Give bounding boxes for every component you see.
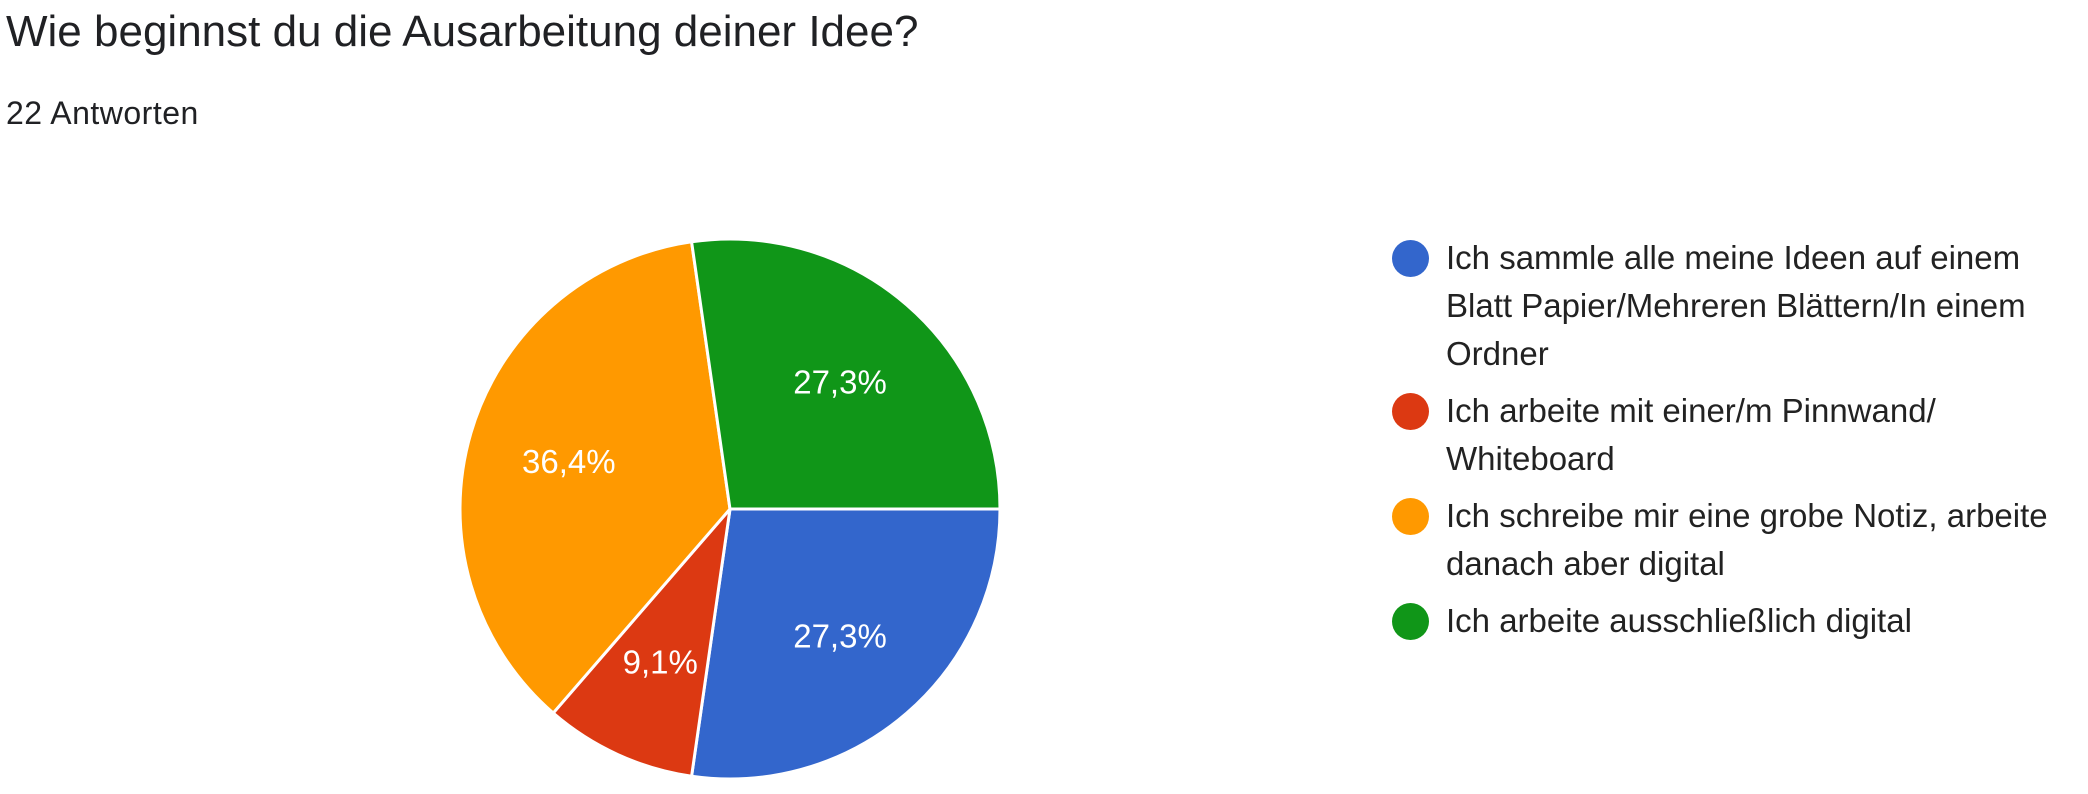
legend-label: Ich arbeite ausschließlich digital [1446, 602, 1912, 639]
pie-slice[interactable] [551, 507, 732, 778]
legend-dot-icon [1392, 498, 1429, 535]
legend-item[interactable]: Ich arbeite ausschließlich digital [1392, 597, 2082, 645]
chart-legend: Ich sammle alle meine Ideen auf einem Bl… [1392, 234, 2082, 654]
pie-slice[interactable] [690, 237, 1002, 511]
response-count: 22 Antworten [6, 95, 199, 131]
legend-dot-icon [1392, 393, 1429, 430]
pie-slice[interactable] [458, 240, 732, 715]
legend-item[interactable]: Ich arbeite mit einer/m Pinnwand/ Whiteb… [1392, 387, 2082, 483]
slice-percent-label: 27,3% [793, 364, 887, 401]
legend-dot-icon [1392, 240, 1429, 277]
slice-percent-label: 27,3% [793, 617, 887, 654]
legend-dot-icon [1392, 603, 1429, 640]
chart-title: Wie beginnst du die Ausarbeitung deiner … [6, 7, 919, 56]
slice-percent-label: 9,1% [623, 643, 698, 680]
legend-label: Ich arbeite mit einer/m Pinnwand/ Whiteb… [1446, 392, 1936, 477]
pie-slice[interactable] [690, 507, 1002, 781]
legend-label: Ich schreibe mir eine grobe Notiz, arbei… [1446, 497, 2048, 582]
legend-item[interactable]: Ich sammle alle meine Ideen auf einem Bl… [1392, 234, 2082, 378]
legend-label: Ich sammle alle meine Ideen auf einem Bl… [1446, 239, 2026, 372]
legend-item[interactable]: Ich schreibe mir eine grobe Notiz, arbei… [1392, 492, 2082, 588]
slice-percent-label: 36,4% [522, 443, 616, 480]
